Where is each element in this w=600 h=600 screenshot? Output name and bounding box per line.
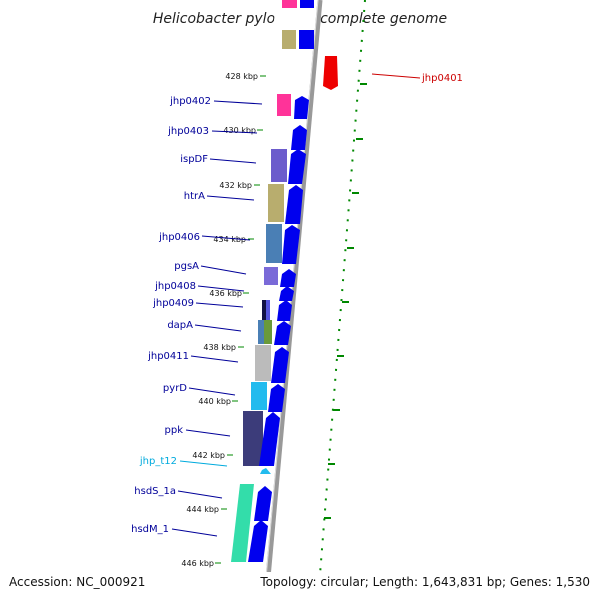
annotation-bar-pgsA — [264, 267, 278, 285]
tick-label: 444 kbp — [186, 505, 219, 514]
annotation-bar-jhp0409b — [266, 300, 270, 320]
tick-label: 428 kbp — [225, 72, 258, 81]
gene-label-jhp0401: jhp0401 — [421, 73, 463, 84]
tick-label: 430 kbp — [223, 126, 256, 135]
annotation-bar-htrA — [268, 184, 284, 222]
feature-cutoff-pink — [282, 0, 297, 8]
annotation-bar-ispDF — [271, 149, 287, 182]
backbone-line — [263, 0, 323, 600]
gene-label-ispDF: ispDF — [180, 154, 208, 165]
tick-label: 446 kbp — [181, 559, 214, 568]
gene-label-jhp0406: jhp0406 — [158, 232, 200, 243]
cds-forward-pgsA — [280, 269, 296, 287]
tick-label: 432 kbp — [219, 181, 252, 190]
accession-text: Accession: NC_000921 — [9, 575, 145, 589]
cds-forward-jhp0402 — [294, 96, 309, 119]
cds-forward-hsdM_1 — [248, 520, 268, 562]
cds-forward-hsdS_1a — [254, 486, 272, 521]
annotation-bar-dapA-a — [258, 320, 264, 344]
gene-label-jhp_t12: jhp_t12 — [139, 456, 177, 467]
footer-band — [0, 572, 600, 600]
gene-label-dapA: dapA — [167, 320, 193, 331]
tick-label: 434 kbp — [213, 235, 246, 244]
gene-label-jhp0409: jhp0409 — [152, 298, 194, 309]
cds-forward-jhp0406 — [282, 225, 300, 264]
cds-cutoff-1 — [300, 0, 314, 8]
cds-forward-jhp0403 — [291, 125, 307, 150]
cds-cutoff-2 — [299, 30, 314, 49]
feature-cutoff-khaki — [282, 30, 296, 49]
cds-forward-ispDF — [288, 149, 306, 184]
tick-label: 436 kbp — [209, 289, 242, 298]
topology-text: Topology: circular; Length: 1,643,831 bp… — [259, 575, 590, 589]
cds-forward-jhp0408 — [279, 286, 294, 301]
tick-ring-inner — [317, 0, 366, 600]
gene-label-ppk: ppk — [165, 425, 184, 436]
cds-forward-ppk — [259, 412, 280, 466]
kbp-tick-labels: 428 kbp 430 kbp 432 kbp 434 kbp 436 kbp … — [181, 72, 266, 568]
gene-label-jhp0403: jhp0403 — [167, 126, 209, 137]
gene-label-pyrD: pyrD — [163, 383, 187, 394]
gene-label-pgsA: pgsA — [174, 261, 199, 272]
cds-forward-dapA — [274, 321, 291, 345]
gene-labels: jhp0401 jhp0402 jhp0403 ispDF htrA jhp04… — [131, 73, 463, 535]
annotation-bar-dapA-b — [264, 320, 272, 344]
annotation-bar-hsdS — [231, 484, 254, 562]
annotation-bar-jhp0411 — [255, 345, 271, 381]
gene-label-hsdS_1a: hsdS_1a — [134, 486, 176, 497]
annotation-bar-jhp0402 — [277, 94, 291, 116]
annotation-bar-pyrD — [251, 382, 267, 410]
annotation-bar-jhp0409 — [262, 300, 266, 320]
cds-forward-pyrD — [268, 384, 285, 412]
tick-label: 442 kbp — [192, 451, 225, 460]
cds-forward-jhp0411 — [271, 347, 289, 383]
tick-label: 440 kbp — [198, 397, 231, 406]
annotation-bar-jhp0406 — [266, 224, 282, 263]
annotation-bar-ppk — [243, 411, 263, 466]
gene-label-jhp0408: jhp0408 — [154, 281, 196, 292]
gene-leader-lines — [171, 73, 421, 537]
cds-forward-htrA — [285, 185, 303, 224]
gene-label-hsdM_1: hsdM_1 — [131, 524, 169, 535]
tick-label: 438 kbp — [203, 343, 236, 352]
gene-label-jhp0402: jhp0402 — [169, 96, 211, 107]
gene-label-htrA: htrA — [184, 191, 205, 202]
inner-ring-marks — [324, 83, 367, 519]
trna-jhp_t12 — [260, 468, 271, 474]
cds-forward-jhp0409 — [277, 300, 292, 321]
cds-reverse-jhp0401 — [323, 56, 338, 90]
gene-label-jhp0411: jhp0411 — [147, 351, 189, 362]
